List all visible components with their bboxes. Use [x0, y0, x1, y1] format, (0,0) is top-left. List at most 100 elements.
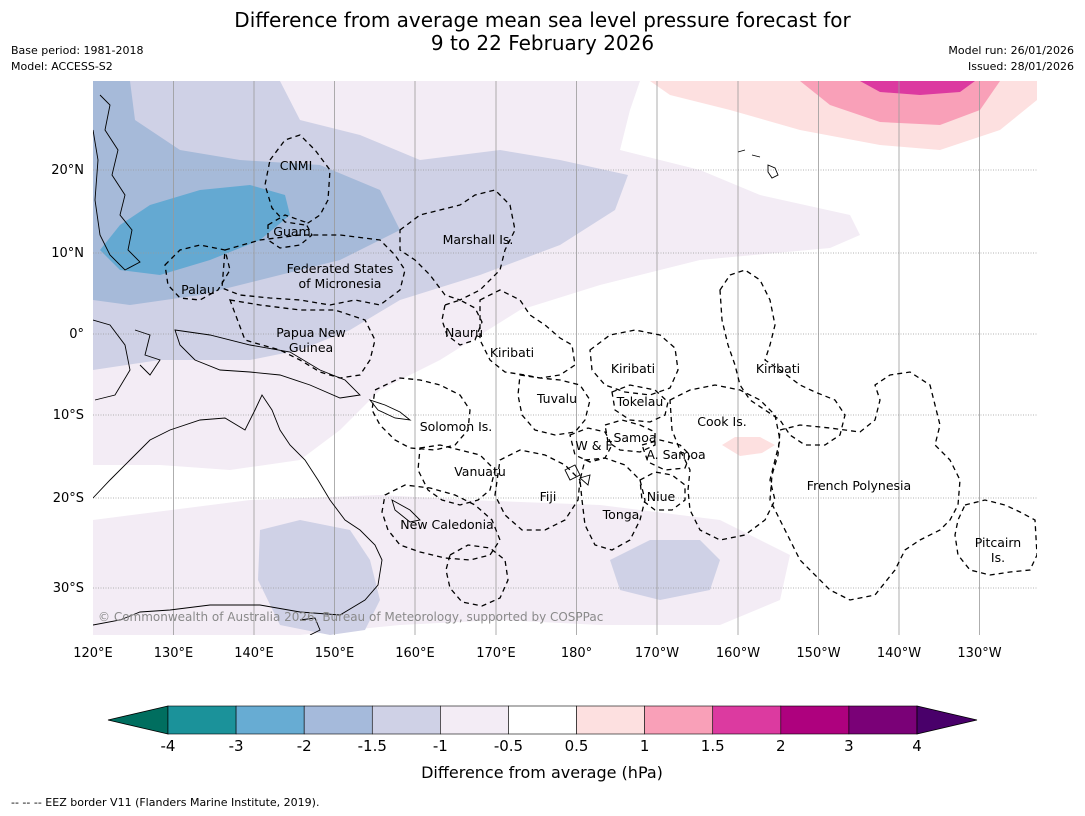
longitude-labels: 120°E 130°E 140°E 150°E 160°E 170°E 180° 170°W 1… [73, 646, 1001, 661]
australia-coast [93, 394, 383, 626]
label-cook: Cook Is. [697, 414, 746, 429]
lat-tick-label: 20°N [51, 163, 84, 178]
eez-solomon [371, 377, 471, 451]
colorbar-tick-label: -1 [433, 737, 448, 755]
borneo-coast [93, 319, 131, 401]
eez-legend-note: -- -- -- EEZ border V11 (Flanders Marine… [11, 796, 320, 809]
colorbar-bins [167, 705, 918, 735]
eez-tonga [579, 457, 646, 551]
colorbar-bin [508, 705, 577, 735]
lon-tick-label: 150°E [315, 646, 355, 661]
colorbar-under-arrow [107, 705, 169, 735]
label-kiribati-central: Kiribati [611, 361, 655, 376]
lat-tick-label: 10°N [51, 246, 84, 261]
meta-right: Model run: 26/01/2026 Issued: 28/01/2026 [948, 43, 1074, 75]
label-niue: Niue [647, 489, 676, 504]
forecast-map: CNMI Guam Marshall Is. Federated States … [51, 81, 1037, 782]
label-fsm-line1: Federated States [287, 261, 394, 276]
label-pitcairn-line1: Pitcairn [975, 535, 1021, 550]
colorbar-label: Difference from average (hPa) [421, 763, 663, 782]
eez-guam [267, 214, 313, 249]
latitude-labels: 20°N 10°N 0° 10°S 20°S 30°S [51, 163, 84, 596]
label-guam: Guam [273, 224, 310, 239]
eez-tuvalu [517, 374, 591, 436]
new-guinea-coast [174, 329, 361, 399]
longitude-gridlines [173, 81, 980, 635]
label-tuvalu: Tuvalu [536, 391, 577, 406]
label-cnmi: CNMI [280, 158, 313, 173]
label-marshall: Marshall Is. [443, 232, 514, 247]
eez-norfolk [445, 544, 509, 607]
territory-labels: CNMI Guam Marshall Is. Federated States … [181, 158, 1021, 565]
colorbar-tick-label: -1.5 [358, 737, 387, 755]
lon-tick-label: 130°W [957, 646, 1001, 661]
meta-left: Base period: 1981-2018 Model: ACCESS-S2 [11, 43, 143, 75]
sulawesi-coast [134, 329, 161, 376]
copyright-notice: © Commonwealth of Australia 2026, Bureau… [98, 610, 603, 624]
contour-minus-1-east [610, 540, 720, 600]
lon-tick-label: 140°E [234, 646, 274, 661]
eez-tokelau [611, 384, 669, 423]
label-tokelau: Tokelau [616, 394, 664, 409]
colorbar-over-arrow [916, 705, 978, 735]
colorbar-tick-label: -2 [297, 737, 312, 755]
label-pitcairn-line2: Is. [991, 550, 1005, 565]
eez-marshall [399, 189, 516, 301]
label-kiribati-west: Kiribati [490, 345, 534, 360]
contour-plus-0-5-cook [722, 437, 775, 456]
colorbar-bin [167, 705, 237, 735]
lon-tick-label: 140°W [877, 646, 921, 661]
label-am-samoa: A. Samoa [646, 447, 705, 462]
colorbar-ticks: -4 -3 -2 -1.5 -1 -0.5 0.5 1 1.5 2 3 4 [161, 737, 922, 755]
colorbar-tick-label: -3 [229, 737, 244, 755]
eez-fsm [221, 234, 406, 306]
colorbar-tick-label: 1 [640, 737, 650, 755]
colorbar-bin [576, 705, 645, 735]
map-title-line2: 9 to 22 February 2026 [430, 31, 655, 55]
eez-niue [639, 471, 686, 511]
new-caledonia-coast [391, 499, 421, 523]
eez-samoa [604, 419, 656, 453]
tasmania-coast [299, 617, 321, 635]
lon-tick-label: 180° [561, 646, 592, 661]
colorbar-tick-label: -0.5 [494, 737, 523, 755]
lat-tick-label: 10°S [53, 408, 84, 423]
lat-tick-label: 20°S [53, 491, 84, 506]
eez-png [228, 299, 376, 379]
lon-tick-label: 150°W [796, 646, 840, 661]
colorbar-bin [371, 705, 441, 735]
lon-tick-label: 120°E [73, 646, 113, 661]
colorbar-tick-label: 0.5 [565, 737, 589, 755]
label-french-polynesia: French Polynesia [807, 478, 911, 493]
colorbar-tick-label: 1.5 [701, 737, 725, 755]
fiji-coast [564, 464, 591, 486]
map-title-line1: Difference from average mean sea level p… [234, 8, 851, 32]
label-samoa: Samoa [613, 430, 656, 445]
label-new-caledonia: New Caledonia [400, 517, 493, 532]
colorbar-tick-label: 2 [776, 737, 786, 755]
philippines-coast [93, 94, 141, 271]
eez-pitcairn [954, 499, 1037, 576]
colorbar-bin [440, 705, 509, 735]
colorbar-bin [235, 705, 305, 735]
colorbar-tick-label: 3 [844, 737, 854, 755]
lon-tick-label: 160°E [395, 646, 435, 661]
contour-minus-1-south [258, 520, 380, 635]
eez-vanuatu [417, 444, 496, 506]
colorbar-tick-label: 4 [912, 737, 922, 755]
label-vanuatu: Vanuatu [454, 464, 506, 479]
solomon-coast [368, 399, 412, 421]
base-period: Base period: 1981-2018 [11, 44, 144, 57]
issued-date: Issued: 28/01/2026 [967, 60, 1074, 73]
colorbar-bin [712, 705, 782, 735]
label-fiji: Fiji [540, 489, 557, 504]
eez-new-caledonia [381, 484, 501, 561]
colorbar-bin [644, 705, 714, 735]
eez-am-samoa [641, 439, 691, 471]
model-run: Model run: 26/01/2026 [948, 44, 1074, 57]
label-tonga: Tonga [602, 507, 640, 522]
label-nauru: Nauru [445, 325, 483, 340]
lat-tick-label: 0° [69, 327, 84, 342]
colorbar-bin [303, 705, 373, 735]
label-fsm-line2: of Micronesia [299, 276, 382, 291]
